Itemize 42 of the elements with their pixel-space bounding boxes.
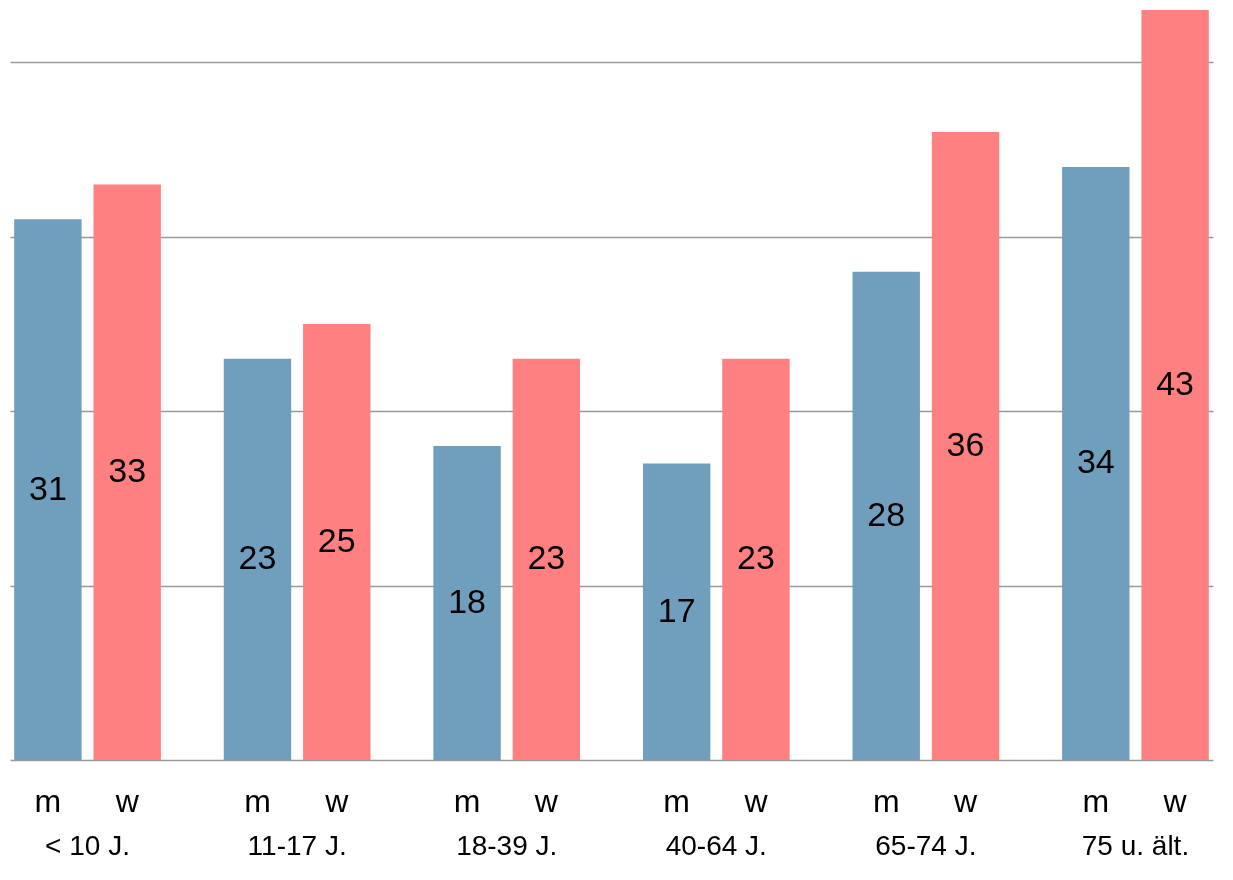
- x-tick-label: 65-74 J.: [875, 829, 977, 861]
- series-label: w: [114, 783, 140, 819]
- bar: [223, 358, 292, 760]
- text: w: [325, 783, 349, 819]
- text: w: [534, 783, 558, 819]
- bar: [1141, 10, 1209, 760]
- bar: [14, 219, 82, 760]
- data-label: 28: [867, 494, 906, 533]
- bar: [931, 132, 1000, 760]
- data-label: 33: [108, 451, 147, 490]
- bar: [303, 323, 371, 760]
- text: w: [953, 783, 978, 819]
- bar: [1062, 166, 1130, 760]
- text: m: [453, 783, 481, 819]
- bar: [93, 184, 161, 760]
- data-label: 43: [1156, 364, 1195, 402]
- text: m: [663, 783, 690, 819]
- text: m: [872, 783, 900, 819]
- x-tick-label: < 10 J.: [45, 829, 130, 861]
- x-tick-label: 18-39 J.: [456, 829, 558, 861]
- data-label: 36: [946, 425, 985, 464]
- x-tick-label: 75 u. ält.: [1081, 829, 1190, 861]
- data-label: 34: [1076, 442, 1115, 481]
- text: m: [244, 783, 271, 819]
- data-label: 31: [28, 468, 67, 507]
- bar: [642, 463, 711, 760]
- bar: [512, 358, 581, 760]
- bar: [433, 446, 501, 760]
- data-label: 23: [527, 538, 566, 577]
- data-label: 23: [238, 538, 277, 577]
- bar: [852, 271, 920, 760]
- text: m: [1082, 783, 1110, 819]
- text: w: [744, 783, 768, 819]
- series-label: m: [34, 783, 62, 819]
- data-label: 17: [657, 590, 696, 629]
- data-label: 25: [317, 520, 356, 559]
- bar: [722, 358, 790, 760]
- x-tick-label: 40-64 J.: [665, 829, 767, 861]
- data-label: 23: [737, 538, 775, 577]
- text: w: [1163, 783, 1187, 819]
- data-label: 18: [448, 582, 486, 621]
- x-tick-label: 11-17 J.: [247, 829, 347, 861]
